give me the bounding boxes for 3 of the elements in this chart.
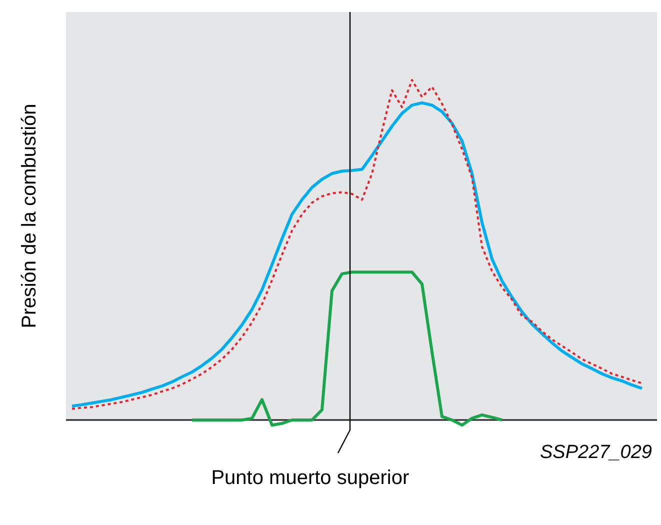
text: Punto muerto superior xyxy=(211,467,410,489)
y-axis-title: Presión de la combustión xyxy=(18,104,41,328)
text: SSP227_029 xyxy=(540,442,652,463)
